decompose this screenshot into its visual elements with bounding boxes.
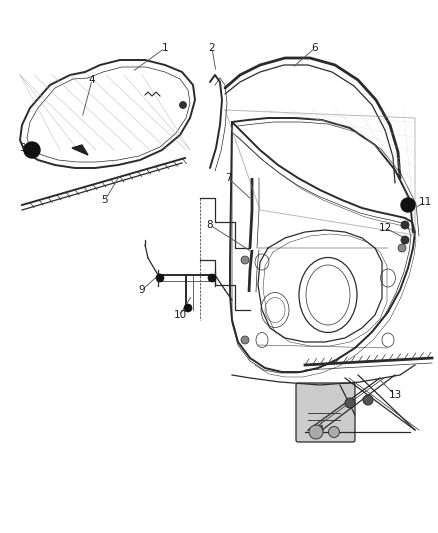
Circle shape	[401, 198, 415, 212]
Text: 6: 6	[312, 43, 318, 53]
Circle shape	[309, 425, 323, 439]
Text: 1: 1	[162, 43, 168, 53]
Circle shape	[398, 244, 406, 252]
Text: 3: 3	[19, 143, 25, 153]
Text: 13: 13	[389, 390, 402, 400]
Circle shape	[345, 398, 355, 408]
Circle shape	[401, 236, 409, 244]
Text: 11: 11	[418, 197, 431, 207]
Circle shape	[328, 426, 339, 438]
Circle shape	[241, 336, 249, 344]
Circle shape	[180, 101, 187, 109]
Text: 2: 2	[208, 43, 215, 53]
Text: 14: 14	[311, 425, 325, 435]
Text: 7: 7	[225, 173, 231, 183]
Circle shape	[184, 304, 192, 312]
Text: 4: 4	[88, 75, 95, 85]
Text: 5: 5	[102, 195, 108, 205]
Circle shape	[208, 274, 216, 282]
Circle shape	[156, 274, 164, 282]
Circle shape	[241, 256, 249, 264]
Text: 12: 12	[378, 223, 392, 233]
Text: 10: 10	[173, 310, 187, 320]
Text: 8: 8	[207, 220, 213, 230]
Polygon shape	[72, 145, 88, 155]
Circle shape	[401, 221, 409, 229]
Text: 9: 9	[139, 285, 145, 295]
Circle shape	[363, 395, 373, 405]
FancyBboxPatch shape	[296, 383, 355, 442]
Circle shape	[24, 142, 40, 158]
